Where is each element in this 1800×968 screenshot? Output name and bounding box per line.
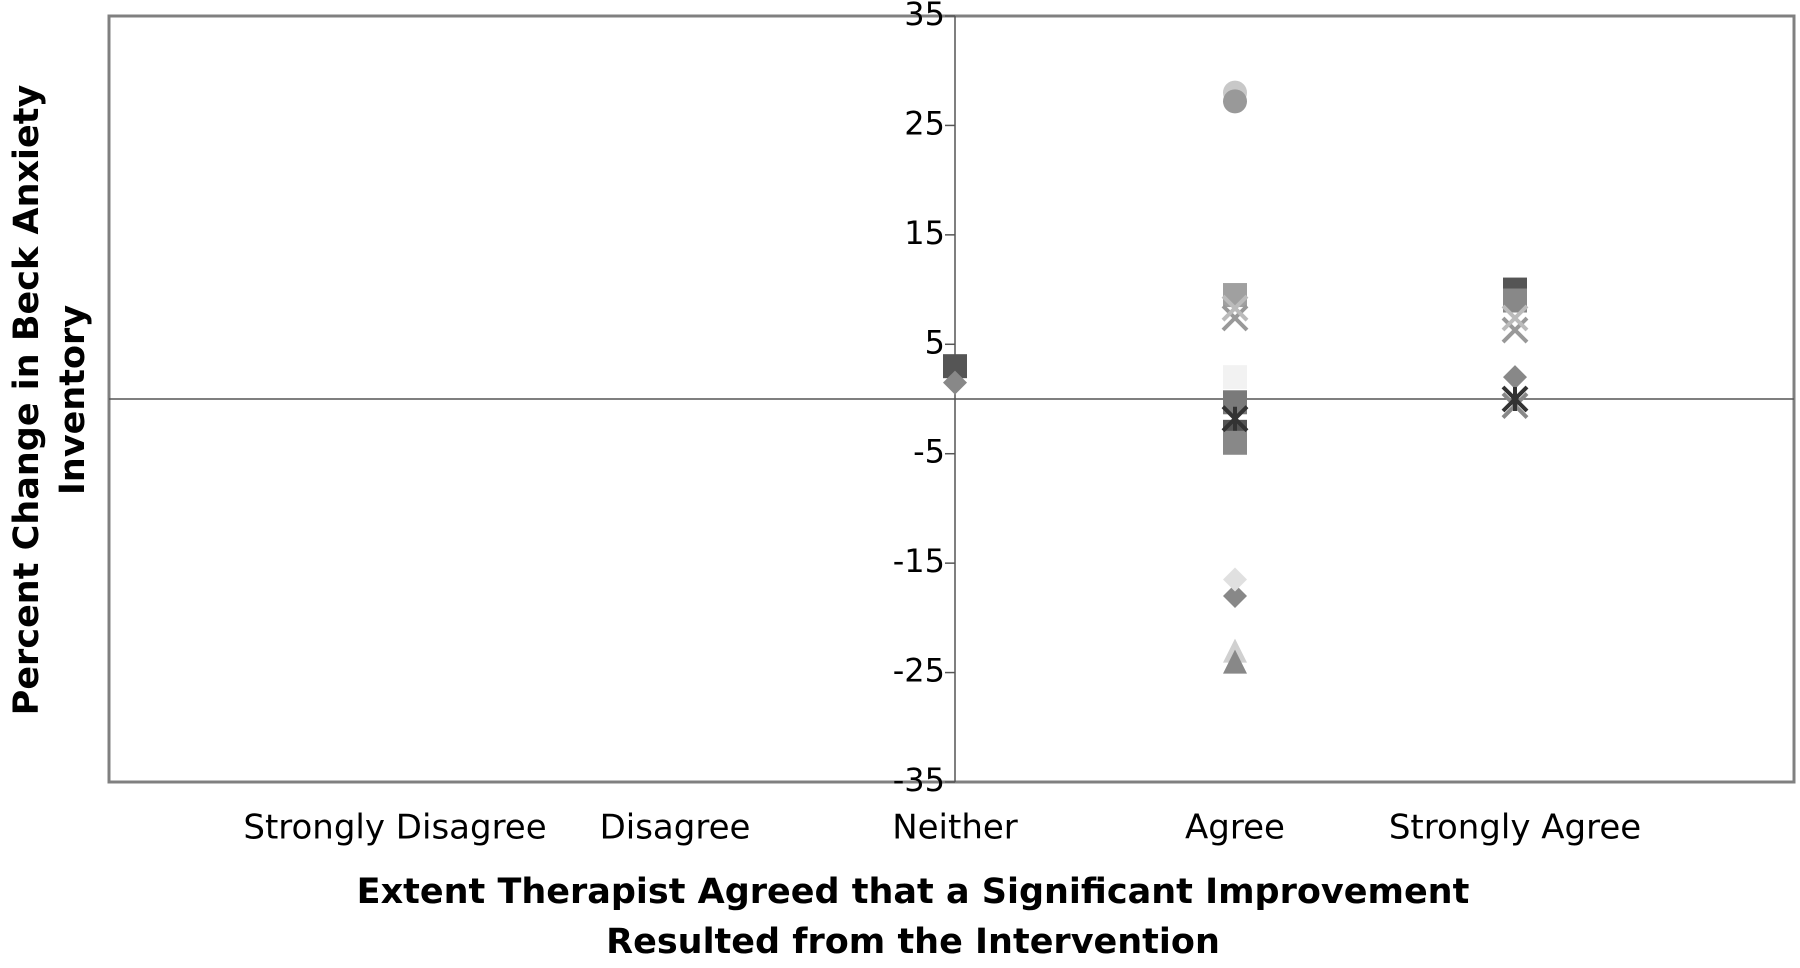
data-point [1223, 649, 1247, 674]
data-point [1223, 89, 1247, 114]
y-tick-label: 5 [925, 323, 945, 361]
data-point [1223, 430, 1247, 455]
data-point [1221, 405, 1249, 433]
y-tick-label: 25 [904, 104, 945, 142]
data-point [943, 370, 967, 395]
y-tick-label: -5 [913, 433, 945, 471]
data-point [1223, 567, 1247, 592]
y-tick-label: -15 [893, 542, 945, 580]
y-tick-label: -35 [893, 761, 945, 799]
data-point [1503, 365, 1527, 390]
data-point [1501, 385, 1529, 413]
x-tick-label: Strongly Agree [1389, 808, 1641, 848]
x-tick-label: Disagree [600, 808, 751, 848]
x-tick-label: Agree [1185, 808, 1285, 848]
y-axis-title: Percent Change in Beck Anxiety Inventory [7, 84, 93, 715]
y-tick-label: 35 [904, 0, 945, 33]
x-tick-label: Strongly Disagree [243, 808, 546, 848]
x-tick-label: Neither [892, 808, 1018, 848]
y-axis-title-group: Percent Change in Beck Anxiety Inventory [7, 84, 93, 715]
y-tick-label: 15 [904, 214, 945, 252]
data-point [1223, 583, 1247, 608]
data-point [1223, 283, 1247, 308]
y-tick-label: -25 [893, 652, 945, 690]
x-axis-title: Extent Therapist Agreed that a Significa… [357, 872, 1470, 962]
data-point [1501, 316, 1529, 344]
data-point [1501, 304, 1529, 332]
data-point [1221, 294, 1249, 322]
data-point [1223, 365, 1247, 390]
data-point [1221, 304, 1249, 332]
